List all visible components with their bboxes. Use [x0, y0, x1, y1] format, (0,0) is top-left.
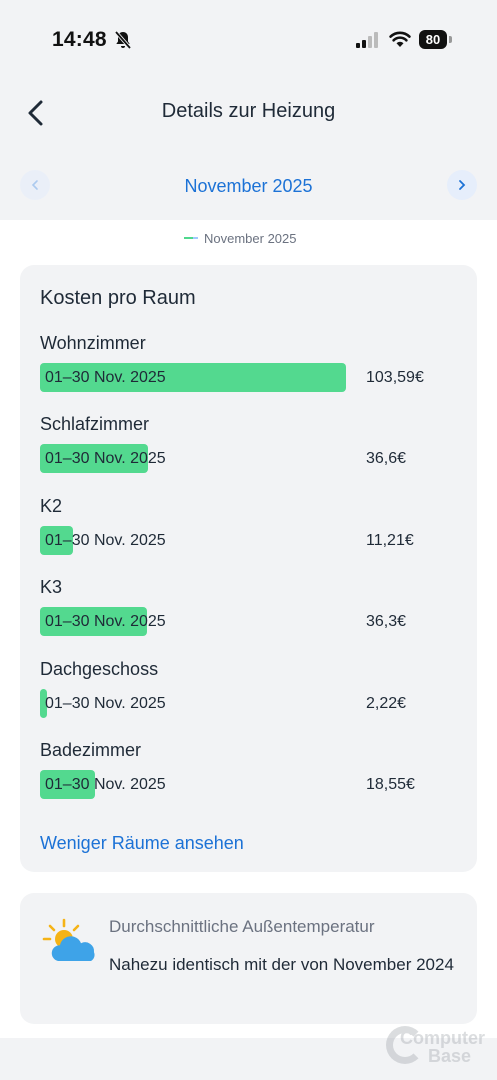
room-name: K3	[40, 577, 63, 597]
navigation-header: Details zur Heizung	[0, 80, 497, 140]
back-chevron-icon[interactable]	[24, 98, 48, 128]
outdoor-temperature-card: Durchschnittliche Außentemperatur Nahezu…	[20, 893, 477, 1024]
room-row: Badezimmer 01–30 Nov. 2025 18,55€	[20, 740, 477, 820]
cost-per-room-card: Kosten pro Raum Wohnzimmer 01–30 Nov. 20…	[20, 265, 477, 872]
room-name: Schlafzimmer	[40, 414, 150, 434]
chevron-right-icon	[459, 180, 466, 190]
chevron-left-icon	[31, 180, 38, 190]
room-cost: 11,21€	[366, 532, 414, 549]
period-label: 01–30 Nov. 2025	[45, 450, 166, 467]
battery-cap	[449, 36, 452, 43]
show-fewer-rooms-link[interactable]: Weniger Räume ansehen	[40, 833, 244, 853]
cost-bar	[40, 444, 148, 473]
legend-swatch	[184, 237, 198, 239]
room-name: Badezimmer	[40, 740, 142, 760]
chart-legend: November 2025	[184, 230, 297, 246]
period-label: 01–30 Nov. 2025	[45, 695, 166, 712]
cost-bar	[40, 363, 346, 392]
room-row: K3 01–30 Nov. 2025 36,3€	[20, 577, 477, 657]
room-row: Wohnzimmer 01–30 Nov. 2025 103,59€	[20, 333, 477, 413]
partly-cloudy-icon	[42, 918, 95, 961]
battery-indicator: 80	[419, 30, 447, 49]
cost-bar	[40, 689, 47, 718]
room-name: Dachgeschoss	[40, 659, 159, 679]
cost-bar	[40, 526, 73, 555]
period-label: 01–30 Nov. 2025	[45, 532, 166, 549]
page-title: Details zur Heizung	[161, 100, 336, 122]
temperature-comparison-text: Nahezu identisch mit der von November 20…	[109, 955, 454, 974]
watermark-line2: Base	[428, 1046, 472, 1066]
status-time: 14:48	[52, 28, 107, 51]
room-cost: 36,3€	[366, 613, 407, 630]
room-name: Wohnzimmer	[40, 333, 146, 353]
wifi-icon	[389, 31, 411, 47]
status-bar: 14:48 80	[0, 0, 497, 80]
battery-level: 80	[425, 32, 441, 47]
room-cost: 36,6€	[366, 450, 407, 467]
bell-muted-icon	[114, 30, 132, 50]
cost-bar	[40, 607, 147, 636]
current-month-label: November 2025	[184, 176, 313, 196]
month-navigator: November 2025	[0, 160, 497, 212]
room-name: K2	[40, 496, 63, 516]
computerbase-watermark: Computer Base	[386, 1026, 490, 1066]
cost-bar	[40, 770, 95, 799]
watermark-line1: Computer	[400, 1028, 485, 1048]
room-cost: 18,55€	[366, 776, 415, 793]
cellular-signal-icon	[356, 32, 378, 48]
room-row: Dachgeschoss 01–30 Nov. 2025 2,22€	[20, 659, 477, 739]
room-cost: 2,22€	[366, 695, 407, 712]
period-label: 01–30 Nov. 2025	[45, 613, 166, 630]
period-label: 01–30 Nov. 2025	[45, 369, 166, 386]
room-row: K2 01–30 Nov. 2025 11,21€	[20, 496, 477, 576]
room-cost: 103,59€	[366, 369, 424, 386]
watermark-logo-mark	[386, 1026, 424, 1064]
room-row: Schlafzimmer 01–30 Nov. 2025 36,6€	[20, 414, 477, 494]
card-title: Kosten pro Raum	[40, 287, 196, 309]
next-month-button[interactable]	[447, 170, 477, 200]
previous-month-button[interactable]	[20, 170, 50, 200]
period-label: 01–30 Nov. 2025	[45, 776, 166, 793]
legend-label: November 2025	[204, 230, 297, 246]
temperature-card-title: Durchschnittliche Außentemperatur	[109, 917, 375, 936]
